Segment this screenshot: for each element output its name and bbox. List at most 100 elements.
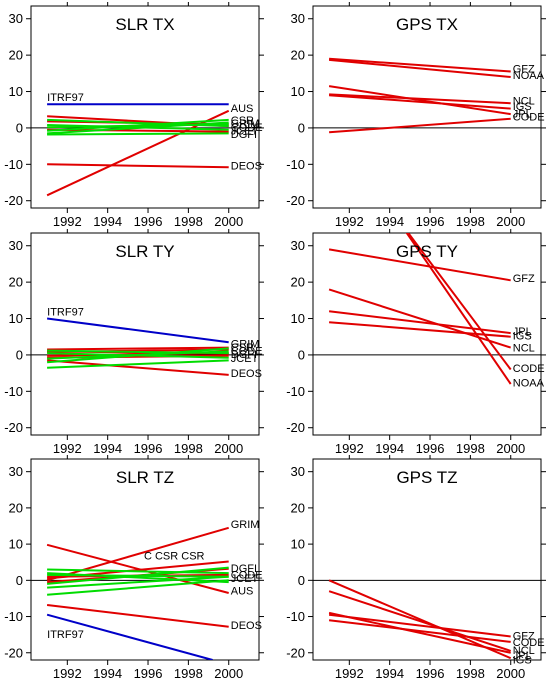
x-tick-label: 1996 [416, 441, 445, 456]
y-tick-label: -20 [286, 645, 305, 660]
panel-slr-tz: 30 20 10 0 -10 -20 1992 1994 1996 1998 2000 GRIM C C… [4, 455, 264, 681]
series-line-igs [329, 321, 511, 338]
series-group [46, 103, 230, 197]
x-tick-label: 1998 [174, 666, 203, 680]
panel-frame [312, 232, 542, 436]
series-label-gfz: GFZ [513, 630, 535, 642]
y-tick-label: 10 [291, 84, 305, 99]
x-tick-label: 1998 [174, 441, 203, 456]
y-tick-label: 20 [9, 275, 23, 290]
y-tick-label: -10 [286, 157, 305, 172]
x-tick-label: 2000 [214, 214, 243, 229]
series-group [328, 233, 512, 385]
series-line-deos [47, 163, 229, 169]
series-label-code: CODE [513, 363, 545, 375]
series-line-ncl [329, 93, 511, 105]
x-tick-label: 1994 [93, 666, 122, 680]
series-line-deos [47, 359, 229, 376]
y-tick-label: -10 [4, 157, 23, 172]
x-tick-label: 1992 [53, 214, 82, 229]
x-tick-label: 1994 [375, 441, 404, 456]
x-tick-label: 1992 [53, 441, 82, 456]
x-tick-label: 1992 [335, 666, 364, 680]
series-group [328, 579, 512, 660]
y-tick-label: 30 [9, 11, 23, 26]
x-tick-label: 2000 [496, 214, 525, 229]
series-label-igs: IGS [513, 654, 532, 666]
panel-title: GPS TX [396, 15, 458, 34]
series-label-gfz: GFZ [513, 64, 535, 76]
x-tick-label: 1998 [456, 214, 485, 229]
series-label-noaa: NOAA [513, 378, 545, 390]
x-tick-label: 1998 [456, 441, 485, 456]
y-tick-label: -20 [286, 420, 305, 435]
series-label-jcet: JCET [231, 573, 259, 585]
panel-gps-ty: 30 20 10 0 -10 -20 1992 1994 1996 1998 2000 GFZ JPLI… [286, 229, 546, 456]
series-line-noaa [405, 233, 512, 385]
series-line-gfz [329, 57, 511, 73]
y-tick-label: 20 [291, 275, 305, 290]
panel-frame [312, 458, 542, 661]
series-label-deos: DEOS [231, 368, 262, 380]
series-line [47, 132, 229, 136]
y-tick-label: -20 [286, 193, 305, 208]
series-label-code: CODE [231, 570, 263, 582]
x-tick-label: 1994 [375, 666, 404, 680]
y-tick-label: 30 [291, 238, 305, 253]
y-tick-label: 30 [291, 464, 305, 479]
series-line-code [407, 233, 512, 371]
y-tick-label: 0 [298, 573, 305, 588]
series-line-itrf97 [46, 317, 229, 344]
y-tick-label: 10 [9, 537, 23, 552]
x-tick-label: 1996 [134, 666, 163, 680]
series-label-ncl: NCL [513, 645, 535, 657]
series-label-deos: DEOS [231, 160, 262, 172]
series-label-jcet: JCET [231, 125, 259, 137]
series-line [47, 579, 229, 596]
series-label-grim: GRIM [231, 338, 260, 350]
series-line-ncl [328, 590, 512, 652]
panel-title: SLR TZ [116, 468, 174, 487]
series-label-jpl: JPL [513, 650, 532, 662]
panel-slr-tx: 30 20 10 0 -10 -20 1992 1994 1996 1998 2000 ITRF97 A… [4, 2, 264, 229]
x-tick-label: 2000 [496, 666, 525, 680]
y-tick-label: -10 [4, 384, 23, 399]
x-tick-label: 2000 [214, 441, 243, 456]
x-tick-label: 1998 [456, 666, 485, 680]
series-label-dgfi: DGFI [231, 349, 257, 361]
y-tick-label: 10 [9, 84, 23, 99]
series-line [47, 350, 229, 360]
series-line-code [328, 619, 511, 643]
series-label-aus: AUS [231, 585, 254, 597]
y-tick-label: 0 [16, 573, 23, 588]
x-tick-label: 2000 [496, 441, 525, 456]
y-tick-label: 20 [291, 500, 305, 515]
series-label-c-csr-csr: C CSR CSR [144, 551, 205, 563]
series-line-gfz [328, 613, 511, 638]
y-tick-label: 0 [16, 120, 23, 135]
y-tick-label: 10 [291, 537, 305, 552]
series-label-dgfi: DGFI [231, 129, 257, 141]
y-tick-label: 20 [9, 500, 23, 515]
series-line [47, 128, 229, 133]
panel-gps-tx: 30 20 10 0 -10 -20 1992 1994 1996 1998 2000 GFZNOAA… [286, 2, 546, 229]
panel-title: SLR TY [115, 242, 174, 261]
panel-title: SLR TX [115, 15, 174, 34]
series-line-deos [46, 604, 229, 628]
series-label-ncl: NCL [513, 96, 535, 108]
series-label-igs: IGS [513, 101, 532, 113]
series-label-gfz: GFZ [513, 273, 535, 285]
y-tick-label: -10 [286, 609, 305, 624]
series-label-igs: IGS [513, 331, 532, 343]
x-tick-label: 2000 [214, 666, 243, 680]
series-line-itrf97 [46, 613, 213, 660]
x-tick-label: 1996 [416, 666, 445, 680]
y-tick-label: -20 [4, 420, 23, 435]
series-label-csr: CSR [231, 115, 254, 127]
y-tick-label: 10 [291, 311, 305, 326]
series-label-dgfi: DGFI [231, 563, 257, 575]
series-label-itrf97: ITRF97 [47, 92, 84, 104]
y-tick-label: -10 [286, 384, 305, 399]
x-tick-label: 1996 [134, 441, 163, 456]
